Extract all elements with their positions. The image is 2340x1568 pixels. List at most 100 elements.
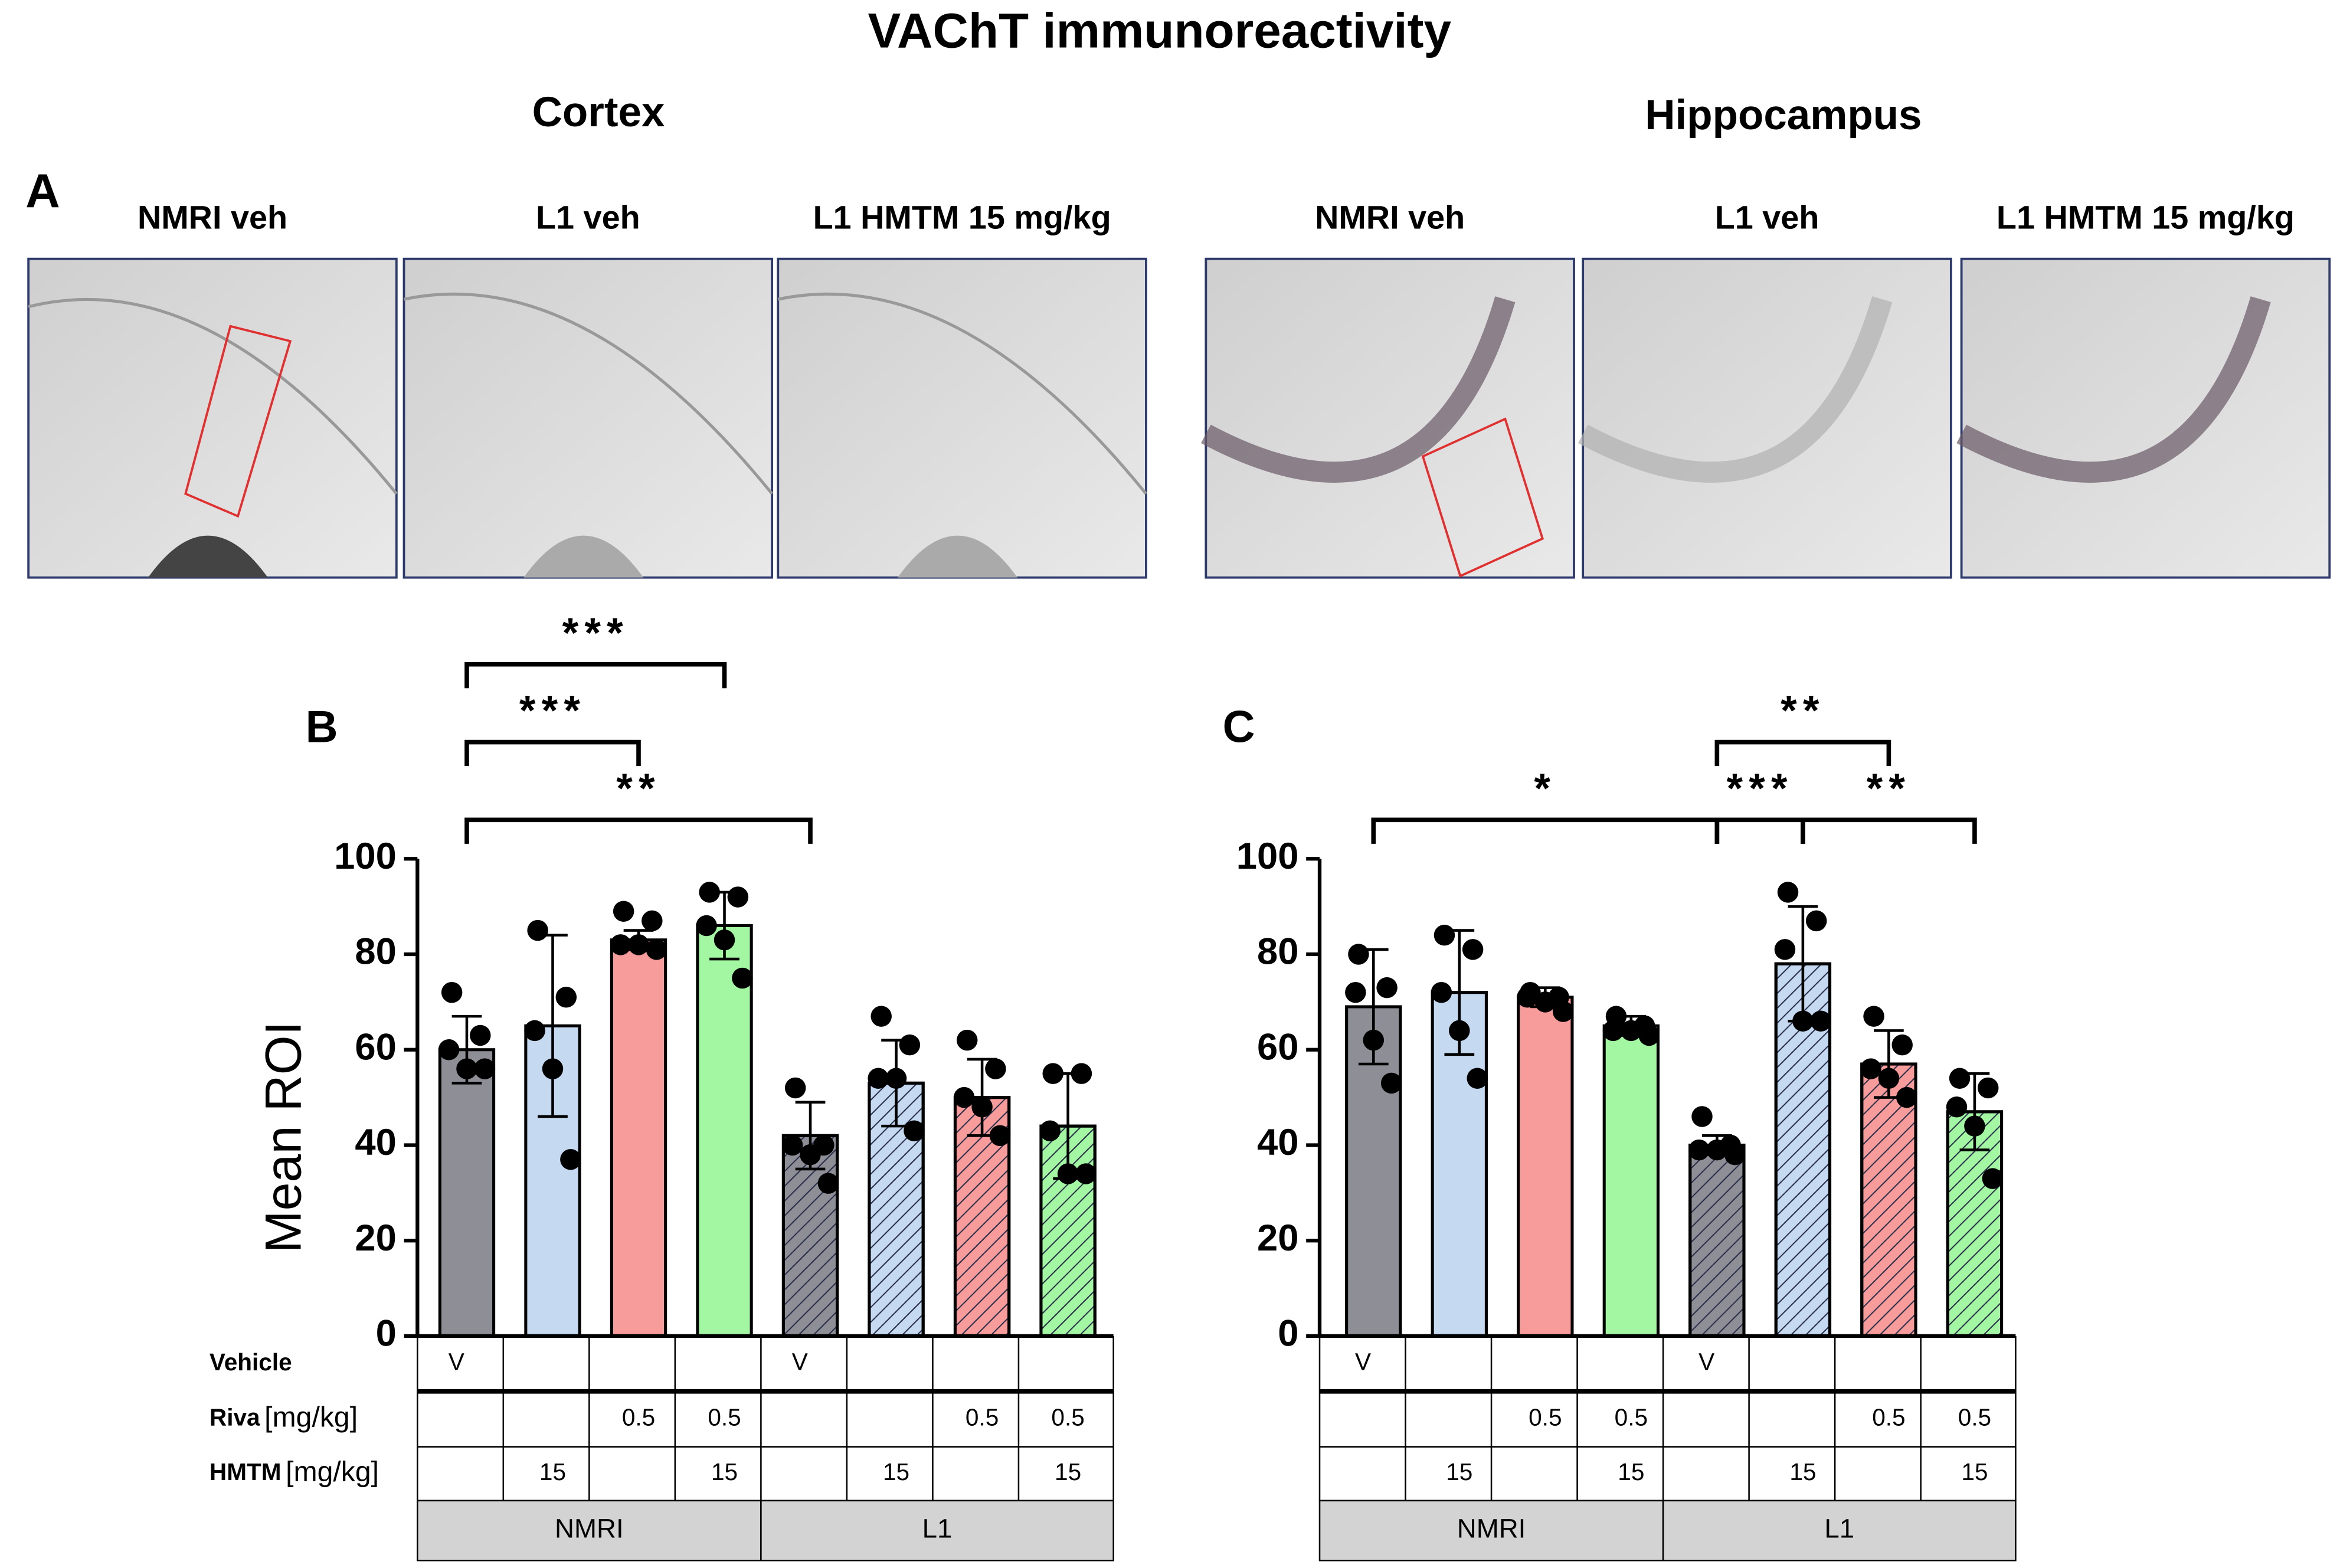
significance-label: *** [519,688,586,734]
group-label: NMRI [555,1514,624,1544]
data-point [1792,1010,1814,1032]
roi-box [184,325,292,518]
y-tick-label: 20 [355,1217,396,1259]
data-point [1896,1086,1917,1108]
data-point [1982,1168,2004,1189]
region-title: Cortex [532,89,665,136]
significance-label: ** [1867,765,1912,812]
significance-bracket [464,662,727,689]
group-cell [1318,1500,1664,1562]
table-cell: 0.5 [1051,1403,1084,1430]
data-point [560,1149,581,1170]
data-point [868,1068,889,1089]
row-label-unit: [mg/kg] [264,1401,358,1433]
data-point [1348,944,1369,965]
tissue-dark [148,535,268,578]
table-cell: 0.5 [966,1403,999,1430]
bar [1517,996,1574,1338]
data-point [885,1068,907,1089]
figure-title: VAChT immunoreactivity [868,2,1451,58]
data-point [1977,1077,1999,1099]
y-tick-label: 60 [355,1026,396,1068]
data-point [696,915,717,937]
data-point [524,1020,545,1042]
table-cell: 15 [1961,1458,1988,1485]
data-point [642,910,663,932]
micrograph [777,257,1147,579]
image-label: NMRI veh [1315,199,1465,235]
data-point [1345,981,1366,1003]
bar [1602,1024,1660,1338]
data-point [1057,1163,1079,1184]
data-point [714,929,735,951]
data-point [1075,1163,1097,1184]
data-point [817,1173,839,1194]
table-cell: V [1355,1348,1371,1376]
row-label-name: Vehicle [210,1348,292,1376]
data-point [870,1006,892,1027]
row-label: Vehicle [210,1348,292,1376]
data-point [1431,981,1452,1003]
image-label: L1 veh [1715,199,1819,235]
roi-box [1421,417,1544,578]
data-point [699,882,720,903]
region-title: Hippocampus [1645,92,1922,139]
significance-label: *** [562,610,629,656]
y-tick-label: 40 [355,1122,396,1163]
significance-label: * [1534,765,1556,812]
tissue-dark [523,535,644,578]
panel-label: B [306,702,338,752]
row-label-unit: [mg/kg] [286,1456,379,1488]
data-point [732,967,753,989]
data-point [985,1058,1006,1079]
data-point [441,981,463,1003]
data-point [1376,977,1398,999]
data-point [1434,924,1455,946]
data-point [1946,1096,1968,1118]
data-point [1042,1063,1063,1084]
data-point [727,886,749,908]
data-point [1949,1068,1971,1089]
table-cell: 0.5 [1529,1403,1562,1430]
micrograph [27,257,398,579]
bar-hatch [1688,1143,1746,1338]
table-cell: 15 [1055,1458,1081,1485]
data-point [1462,939,1484,960]
y-tick-label: 0 [1278,1313,1298,1354]
group-label: L1 [922,1514,953,1544]
tissue-dark [898,535,1017,578]
image-label: NMRI veh [138,199,287,235]
table-cell: 0.5 [1615,1403,1648,1430]
data-point [456,1058,477,1079]
data-point [956,1029,978,1051]
panel-label: C [1223,702,1255,752]
data-point [1688,1139,1710,1161]
y-tick-label: 40 [1257,1122,1298,1163]
table-cell: V [449,1348,464,1376]
bar-hatch [1860,1062,1917,1338]
data-point [800,1144,821,1166]
table-cell: 0.5 [1958,1403,1991,1430]
data-point [1621,1020,1642,1042]
data-point [1380,1072,1402,1094]
data-point [971,1096,993,1118]
table-cell: 15 [1789,1458,1816,1485]
micrograph [1205,257,1575,579]
panel-label: A [25,165,60,218]
tissue-edge [28,298,398,495]
table-cell: 0.5 [1872,1403,1905,1430]
tissue-layer [1956,296,2271,483]
y-tick-label: 80 [355,931,396,973]
tissue-edge [403,292,774,495]
table-cell: 0.5 [622,1403,655,1430]
table-cell: 15 [539,1458,566,1485]
data-point [1878,1068,1900,1089]
data-point [989,1125,1011,1147]
micrograph [402,257,774,579]
group-label: L1 [1824,1514,1854,1544]
image-label: L1 veh [536,199,640,235]
data-point [470,1024,491,1046]
data-point [1805,910,1827,932]
data-point [646,939,667,960]
group-cell [760,1500,1114,1562]
